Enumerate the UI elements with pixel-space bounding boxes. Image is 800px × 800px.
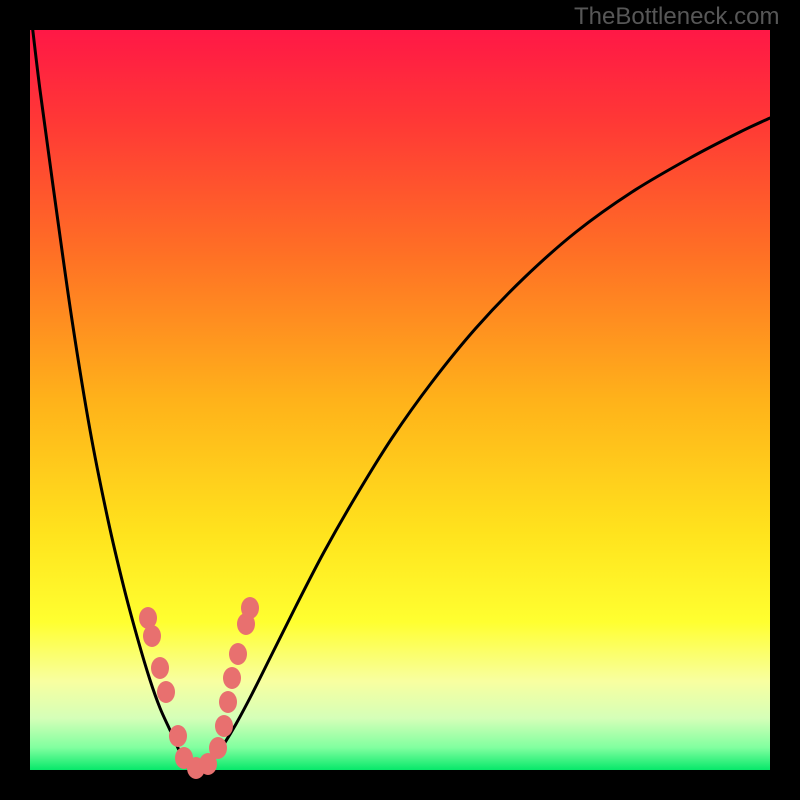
data-marker <box>215 715 233 737</box>
bottleneck-curve <box>30 6 770 770</box>
data-marker <box>223 667 241 689</box>
curve-overlay <box>0 0 800 800</box>
data-marker <box>241 597 259 619</box>
chart-container: TheBottleneck.com <box>0 0 800 800</box>
watermark-text: TheBottleneck.com <box>574 3 779 31</box>
data-marker <box>169 725 187 747</box>
data-marker <box>209 737 227 759</box>
data-marker <box>157 681 175 703</box>
data-marker <box>229 643 247 665</box>
data-marker <box>151 657 169 679</box>
data-marker <box>219 691 237 713</box>
data-marker <box>143 625 161 647</box>
data-markers <box>139 597 259 779</box>
